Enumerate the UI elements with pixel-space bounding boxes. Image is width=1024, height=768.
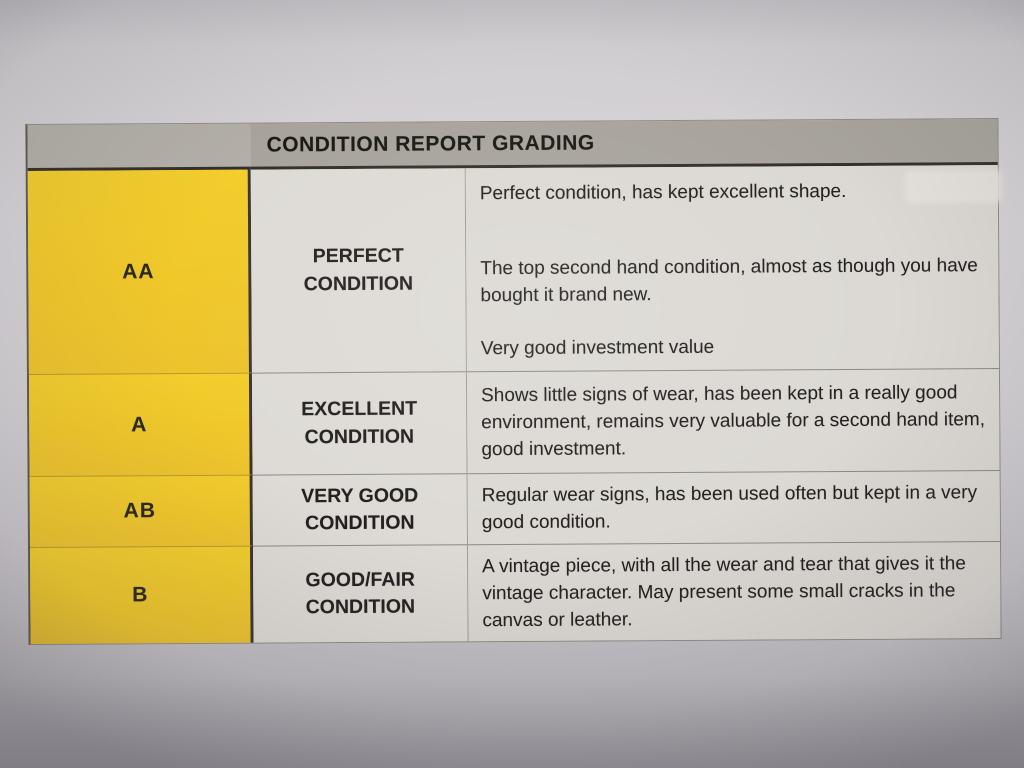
condition-label-cell-ab: VERY GOOD CONDITION (252, 473, 468, 546)
header-spacer-cell (27, 123, 251, 171)
description-paragraph: A vintage piece, with all the wear and t… (482, 552, 966, 631)
condition-label: GOOD/FAIR CONDITION (305, 568, 416, 619)
grade-cell-b: B (30, 545, 254, 644)
description-paragraph: Regular wear signs, has been used often … (481, 482, 978, 534)
description-paragraph: Perfect condition, has kept excellent sh… (479, 180, 847, 205)
grade-code: AA (122, 259, 155, 283)
condition-label: EXCELLENT CONDITION (301, 397, 418, 448)
description-cell-b: A vintage piece, with all the wear and t… (467, 541, 1001, 642)
condition-label-cell-aa: PERFECT CONDITION (250, 168, 467, 373)
table-header: CONDITION REPORT GRADING (250, 119, 998, 170)
condition-label: VERY GOOD CONDITION (301, 484, 419, 535)
table-grid: CONDITION REPORT GRADING AA PERFECT COND… (25, 118, 1002, 645)
description-cell-aa: Perfect condition, has kept excellent sh… (465, 165, 999, 372)
condition-label-cell-b: GOOD/FAIR CONDITION (252, 544, 469, 643)
grade-code: B (132, 583, 149, 607)
description-paragraph: Shows little signs of wear, has been kep… (481, 382, 986, 461)
grade-cell-ab: AB (29, 474, 253, 547)
condition-grading-table: CONDITION REPORT GRADING AA PERFECT COND… (25, 118, 1002, 645)
description-cell-ab: Regular wear signs, has been used often … (467, 470, 1000, 545)
grade-cell-a: A (28, 372, 253, 476)
grade-cell-aa: AA (27, 169, 252, 374)
condition-label: PERFECT CONDITION (303, 244, 414, 295)
description-cell-a: Shows little signs of wear, has been kep… (466, 368, 1000, 474)
grade-code: AB (123, 499, 157, 523)
grade-code: A (131, 412, 148, 436)
condition-label-cell-a: EXCELLENT CONDITION (251, 371, 468, 475)
table-title: CONDITION REPORT GRADING (266, 130, 595, 157)
description-paragraph: Very good investment value (480, 336, 715, 360)
description-paragraph: The top second hand condition, almost as… (480, 255, 978, 307)
